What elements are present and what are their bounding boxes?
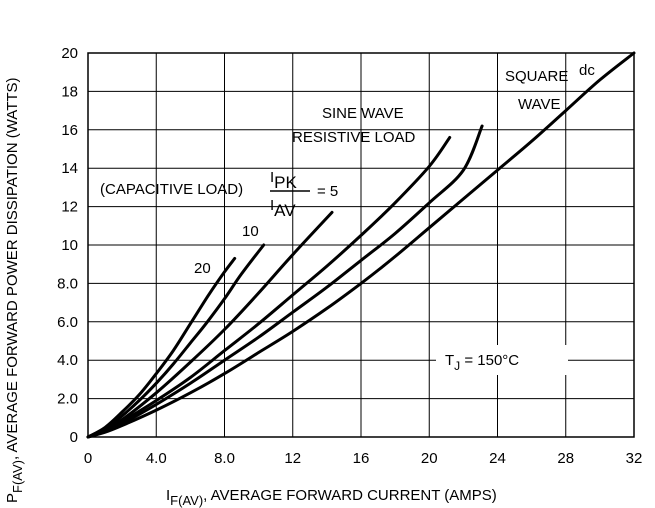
grid-lines — [88, 53, 634, 437]
y-tick-label: 18 — [61, 83, 78, 100]
y-axis-title: PF(AV), AVERAGE FORWARD POWER DISSIPATIO… — [4, 77, 25, 503]
fraction-denominator: IAV — [270, 197, 296, 220]
tj-label-background — [436, 345, 568, 375]
annotation-20: 20 — [194, 260, 211, 277]
annotation-tj: TJ = 150°C — [445, 352, 519, 373]
x-tick-label: 20 — [421, 450, 438, 467]
curve-dc — [86, 51, 636, 439]
y-tick-label: 6.0 — [57, 314, 78, 331]
x-tick-label: 16 — [353, 450, 370, 467]
annotation-sine-line1: SINE WAVE — [322, 105, 404, 122]
annotation-sine-line2: RESISTIVE LOAD — [292, 129, 416, 146]
plot-frame — [87, 52, 635, 438]
curve-square-wave — [86, 124, 484, 439]
y-tick-labels: 0 2.0 4.0 6.0 8.0 10 12 14 16 18 20 — [57, 45, 78, 446]
x-tick-label: 12 — [284, 450, 301, 467]
annotation-cap-load: (CAPACITIVE LOAD) — [100, 181, 243, 198]
x-tick-label: 32 — [626, 450, 643, 467]
x-tick-labels: 0 4.0 8.0 12 16 20 24 28 32 — [84, 450, 643, 467]
y-tick-label: 14 — [61, 160, 78, 177]
curve-10 — [86, 243, 266, 439]
annotation-10: 10 — [242, 223, 259, 240]
annotation-dc: dc — [579, 62, 595, 79]
fraction-numerator: IPK — [270, 169, 298, 192]
curve-5 — [86, 210, 334, 439]
y-tick-label: 16 — [61, 122, 78, 139]
y-tick-label: 20 — [61, 45, 78, 62]
curve-20 — [86, 256, 237, 439]
curve-sine-wave-resistive-load — [86, 136, 452, 439]
y-tick-label: 0 — [70, 429, 78, 446]
y-tick-label: 4.0 — [57, 352, 78, 369]
y-tick-label: 2.0 — [57, 391, 78, 408]
x-tick-label: 28 — [557, 450, 574, 467]
y-tick-label: 8.0 — [57, 275, 78, 292]
annotation-square-line1: SQUARE — [505, 68, 568, 85]
x-tick-label: 4.0 — [146, 450, 167, 467]
y-tick-label: 10 — [61, 237, 78, 254]
x-tick-label: 0 — [84, 450, 92, 467]
fraction-equals: = 5 — [317, 183, 338, 200]
x-tick-label: 24 — [489, 450, 506, 467]
annotation-square-line2: WAVE — [518, 96, 561, 113]
curves — [86, 51, 636, 439]
x-axis-title: IF(AV), AVERAGE FORWARD CURRENT (AMPS) — [166, 487, 497, 508]
x-tick-label: 8.0 — [214, 450, 235, 467]
y-tick-label: 12 — [61, 199, 78, 216]
